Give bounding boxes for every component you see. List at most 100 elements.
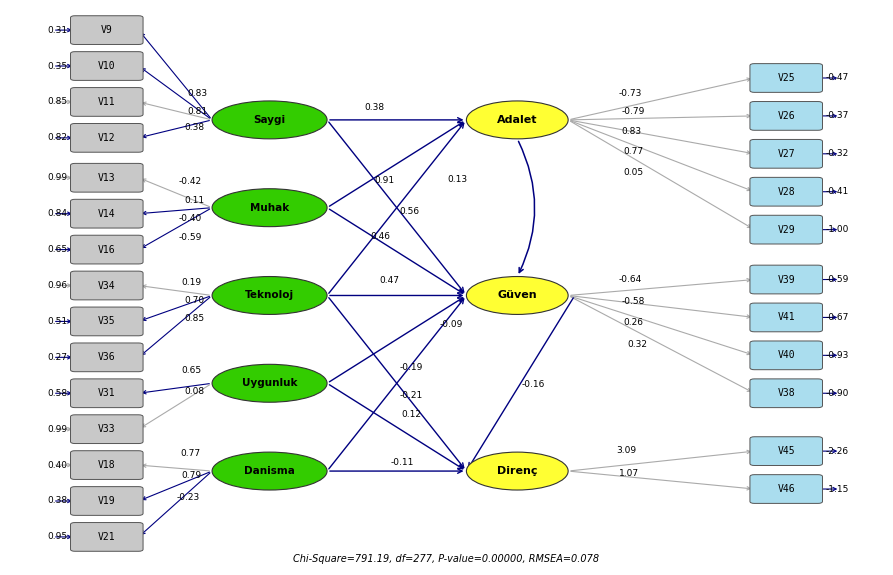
FancyBboxPatch shape xyxy=(71,200,143,228)
Text: V29: V29 xyxy=(778,225,795,235)
FancyBboxPatch shape xyxy=(71,163,143,192)
FancyBboxPatch shape xyxy=(71,523,143,551)
Text: -0.19: -0.19 xyxy=(399,363,422,372)
Text: -0.23: -0.23 xyxy=(177,493,200,501)
FancyBboxPatch shape xyxy=(71,271,143,300)
Text: 0.26: 0.26 xyxy=(623,318,644,327)
Text: Saygi: Saygi xyxy=(254,115,286,125)
Text: -1.00: -1.00 xyxy=(825,225,848,234)
FancyBboxPatch shape xyxy=(750,437,822,466)
FancyBboxPatch shape xyxy=(750,102,822,131)
FancyBboxPatch shape xyxy=(71,87,143,116)
Text: 0.47: 0.47 xyxy=(379,276,399,285)
Ellipse shape xyxy=(212,452,327,490)
Text: Uygunluk: Uygunluk xyxy=(242,378,297,388)
Text: -0.42: -0.42 xyxy=(179,177,202,186)
Text: 0.82: 0.82 xyxy=(48,133,68,143)
FancyBboxPatch shape xyxy=(750,379,822,408)
Text: 0.99: 0.99 xyxy=(47,425,68,434)
Text: V36: V36 xyxy=(98,352,115,362)
Text: V33: V33 xyxy=(98,424,115,434)
FancyBboxPatch shape xyxy=(71,52,143,81)
Text: V39: V39 xyxy=(778,274,795,285)
Text: V46: V46 xyxy=(778,484,795,494)
Text: V13: V13 xyxy=(98,172,115,183)
Text: 0.38: 0.38 xyxy=(184,124,204,132)
Text: 0.31: 0.31 xyxy=(47,26,68,34)
FancyBboxPatch shape xyxy=(71,235,143,264)
Text: V21: V21 xyxy=(98,532,115,542)
Text: 0.51: 0.51 xyxy=(47,317,68,326)
Text: -0.40: -0.40 xyxy=(179,214,202,223)
Text: -0.93: -0.93 xyxy=(825,351,848,360)
Text: 0.96: 0.96 xyxy=(47,281,68,290)
Text: -0.73: -0.73 xyxy=(619,90,642,98)
FancyBboxPatch shape xyxy=(750,303,822,332)
Text: 0.83: 0.83 xyxy=(622,126,642,136)
Text: 0.56: 0.56 xyxy=(399,207,420,216)
Text: -0.41: -0.41 xyxy=(825,187,848,196)
Text: -0.32: -0.32 xyxy=(825,150,848,158)
FancyBboxPatch shape xyxy=(750,474,822,503)
Text: 0.08: 0.08 xyxy=(184,387,204,396)
Text: 0.81: 0.81 xyxy=(187,108,207,116)
Text: Direnç: Direnç xyxy=(497,466,538,476)
FancyBboxPatch shape xyxy=(750,215,822,244)
Ellipse shape xyxy=(466,101,568,139)
Text: V31: V31 xyxy=(98,388,115,398)
Text: 0.77: 0.77 xyxy=(623,147,644,155)
Text: 0.85: 0.85 xyxy=(184,314,204,323)
Text: -1.15: -1.15 xyxy=(825,485,848,493)
Text: -2.26: -2.26 xyxy=(825,447,848,455)
Text: 3.09: 3.09 xyxy=(616,446,637,455)
Text: V35: V35 xyxy=(98,316,115,327)
FancyBboxPatch shape xyxy=(71,486,143,515)
Text: 0.65: 0.65 xyxy=(47,245,68,254)
Text: Chi-Square=791.19, df=277, P-value=0.00000, RMSEA=0.078: Chi-Square=791.19, df=277, P-value=0.000… xyxy=(294,554,599,564)
Text: -0.11: -0.11 xyxy=(390,458,414,467)
Text: V34: V34 xyxy=(98,281,115,290)
Text: V16: V16 xyxy=(98,244,115,255)
Text: 0.91: 0.91 xyxy=(374,176,395,185)
Text: 0.12: 0.12 xyxy=(401,410,421,419)
Text: V19: V19 xyxy=(98,496,115,506)
Text: V10: V10 xyxy=(98,61,115,71)
FancyBboxPatch shape xyxy=(71,343,143,371)
Text: -0.09: -0.09 xyxy=(439,320,463,329)
FancyBboxPatch shape xyxy=(71,16,143,44)
Text: -0.58: -0.58 xyxy=(622,297,645,306)
FancyBboxPatch shape xyxy=(750,64,822,93)
FancyBboxPatch shape xyxy=(71,379,143,408)
Text: V12: V12 xyxy=(98,133,115,143)
Text: V18: V18 xyxy=(98,460,115,470)
Text: -0.67: -0.67 xyxy=(825,313,848,322)
Text: Güven: Güven xyxy=(497,290,537,301)
Text: 0.35: 0.35 xyxy=(47,62,68,71)
Text: 0.38: 0.38 xyxy=(363,102,384,112)
Text: Danisma: Danisma xyxy=(244,466,295,476)
Ellipse shape xyxy=(466,452,568,490)
Text: 0.46: 0.46 xyxy=(371,232,390,241)
Text: V28: V28 xyxy=(778,187,795,197)
Text: 1.07: 1.07 xyxy=(619,469,639,478)
Ellipse shape xyxy=(212,101,327,139)
Text: Muhak: Muhak xyxy=(250,203,289,213)
Text: -0.59: -0.59 xyxy=(179,233,202,242)
Text: V9: V9 xyxy=(101,25,113,35)
Text: V27: V27 xyxy=(778,149,795,159)
Text: 0.84: 0.84 xyxy=(48,209,68,218)
Text: -0.21: -0.21 xyxy=(399,391,422,400)
Text: 0.11: 0.11 xyxy=(184,196,204,205)
Text: 0.32: 0.32 xyxy=(628,340,647,348)
FancyBboxPatch shape xyxy=(71,415,143,443)
Text: 0.38: 0.38 xyxy=(47,496,68,505)
Text: 0.05: 0.05 xyxy=(623,168,644,177)
FancyBboxPatch shape xyxy=(71,307,143,336)
Text: 0.13: 0.13 xyxy=(447,175,467,184)
Text: Adalet: Adalet xyxy=(497,115,538,125)
Text: 0.99: 0.99 xyxy=(47,173,68,182)
Text: 0.65: 0.65 xyxy=(181,366,202,375)
Text: 0.85: 0.85 xyxy=(47,97,68,106)
Text: -0.16: -0.16 xyxy=(522,380,545,389)
Ellipse shape xyxy=(466,277,568,315)
